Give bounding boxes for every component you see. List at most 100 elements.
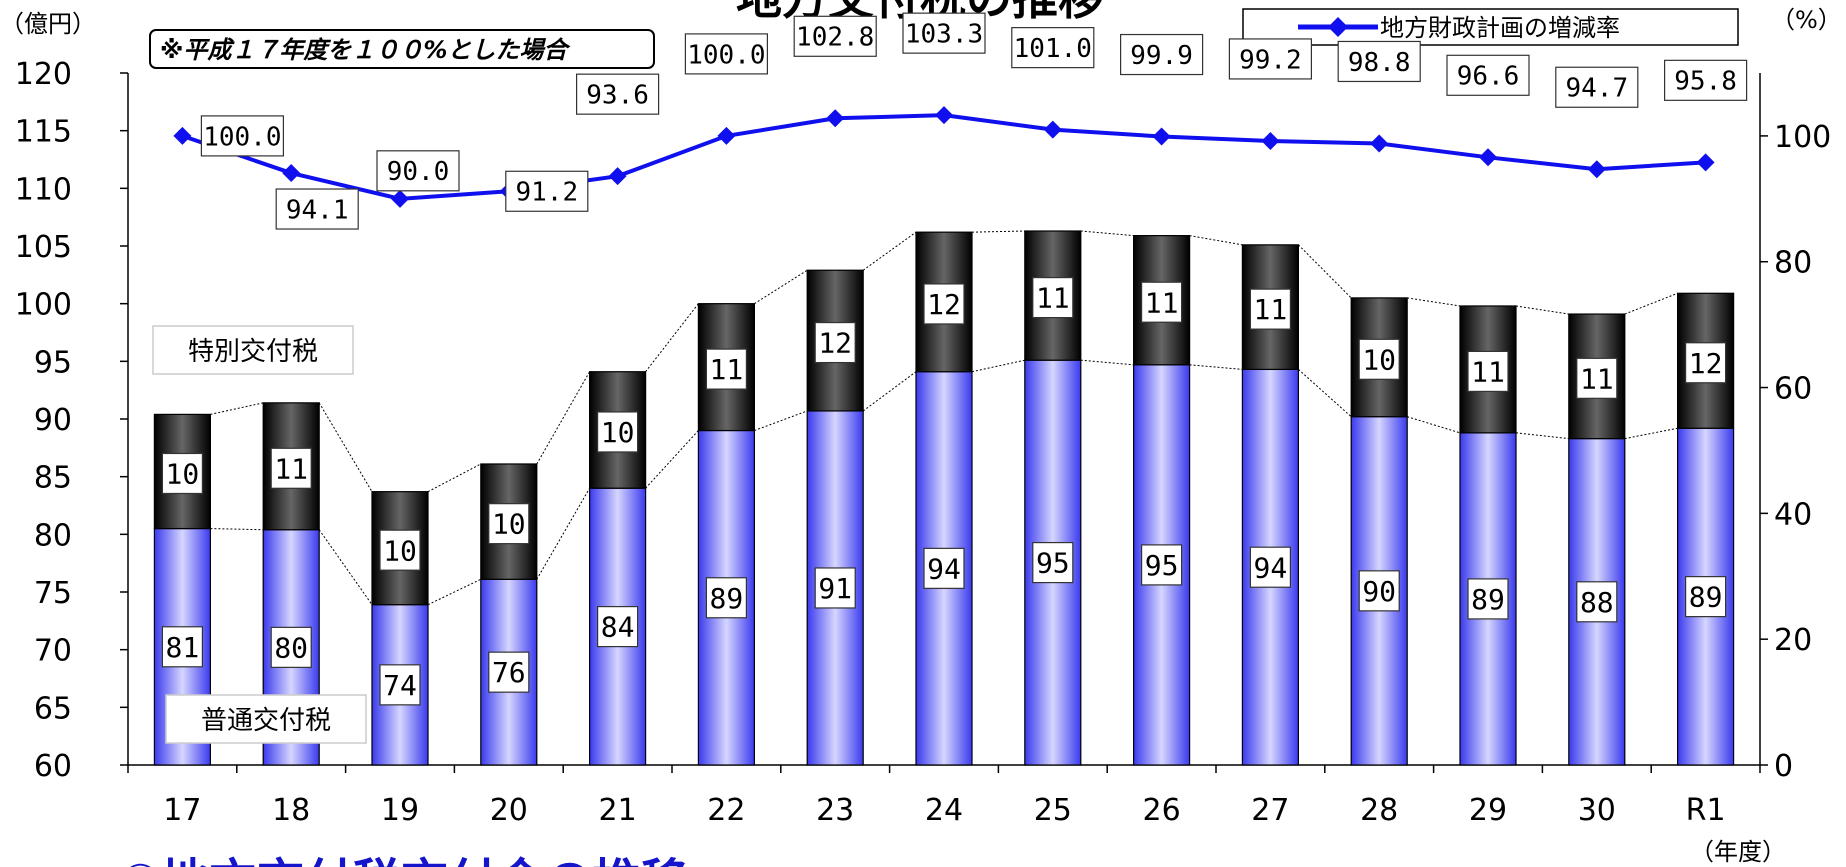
bar-label-special-box xyxy=(705,348,748,390)
bar-label-special-box xyxy=(1684,342,1727,384)
left-tick-label: 110 xyxy=(15,172,72,207)
x-axis-unit: （年度） xyxy=(1690,838,1786,866)
rate-value-label: 96.6 xyxy=(1457,62,1520,92)
legend-diamond-marker xyxy=(1328,17,1348,37)
bar-label-special-box xyxy=(161,452,203,495)
bar-label-special-box xyxy=(1576,357,1618,399)
left-tick-label: 80 xyxy=(34,518,72,553)
bar-label-ordinary: 88 xyxy=(1580,586,1614,619)
bar-label-ordinary: 91 xyxy=(818,572,852,605)
bar-label-ordinary-box xyxy=(1576,581,1618,623)
rate-value-label-box xyxy=(1555,66,1639,108)
connector-line-ordinary xyxy=(971,359,1025,373)
connector-line-total xyxy=(862,231,917,271)
bar-label-special: 10 xyxy=(166,458,200,491)
connector-line-total xyxy=(1189,235,1243,246)
x-tick-label: 22 xyxy=(707,793,745,828)
bar-label-ordinary-box xyxy=(1140,544,1183,586)
bar-label-special-box xyxy=(379,529,421,571)
bar-label-ordinary-box xyxy=(1467,578,1509,620)
bar-label-ordinary-box xyxy=(1032,541,1074,584)
rate-value-label: 102.8 xyxy=(796,23,874,53)
bar-label-ordinary: 76 xyxy=(492,656,526,689)
connector-line-ordinary xyxy=(862,371,917,412)
left-tick-label: 95 xyxy=(34,345,72,380)
connector-line-ordinary xyxy=(1407,416,1461,434)
bar-label-ordinary: 84 xyxy=(601,611,635,644)
right-axis-ticks: 0 20 40 60 80 100 xyxy=(1760,120,1831,784)
right-tick-label: 80 xyxy=(1774,246,1812,281)
rate-point-marker xyxy=(717,126,736,145)
rate-point-marker xyxy=(1587,160,1606,179)
connector-line-total xyxy=(536,371,591,465)
bar-label-ordinary: 89 xyxy=(1471,583,1505,616)
bar-label-special: 10 xyxy=(601,416,635,449)
bar-label-special-box xyxy=(814,321,856,364)
x-tick-label: 26 xyxy=(1143,793,1181,828)
bar-label-ordinary-box xyxy=(161,626,203,668)
bar-label-ordinary: 74 xyxy=(383,669,417,702)
bar-label-ordinary-box xyxy=(270,626,312,668)
footer-text: ②地方交付税交付金の推移 xyxy=(120,854,689,867)
connector-line-total xyxy=(754,269,808,305)
connector-line-ordinary xyxy=(318,529,373,605)
series-label-special-text: 特別交付税 xyxy=(188,337,318,367)
rate-point-marker xyxy=(282,164,301,183)
bar-label-special-box xyxy=(1249,288,1292,330)
rate-value-label: 103.3 xyxy=(905,20,983,50)
bar-label-special: 10 xyxy=(1362,343,1396,376)
bar-label-special: 11 xyxy=(1580,362,1614,395)
bar-label-ordinary: 94 xyxy=(1254,551,1288,584)
connector-line-ordinary xyxy=(754,410,808,432)
rate-point-marker xyxy=(1261,131,1280,150)
left-tick-label: 100 xyxy=(15,288,72,323)
rate-value-label-box xyxy=(684,33,769,75)
x-tick-label: 21 xyxy=(599,793,637,828)
bar-label-special: 12 xyxy=(818,327,852,360)
connector-line-ordinary xyxy=(645,430,699,489)
right-tick-label: 20 xyxy=(1774,623,1812,658)
rate-value-label: 93.6 xyxy=(586,81,649,111)
rate-value-label: 100.0 xyxy=(687,40,765,70)
bar-label-special: 10 xyxy=(492,508,526,541)
x-tick-label: 18 xyxy=(272,793,310,828)
left-tick-label: 85 xyxy=(34,461,72,496)
series-label-ordinary: 普通交付税 xyxy=(165,694,367,744)
bar-label-special: 12 xyxy=(927,288,961,321)
rate-point-marker xyxy=(1479,148,1497,167)
left-axis-unit: （億円） xyxy=(0,10,96,38)
connector-line-total xyxy=(1515,305,1569,315)
x-axis-ticks: 17 18 19 20 21 22 23 24 25 26 27 28 29 30 R1 xyxy=(127,765,1761,828)
rate-point-marker xyxy=(935,106,953,125)
rate-value-label-box xyxy=(1228,38,1313,80)
note-box: ※平成１７年度を１００%とした場合 xyxy=(149,29,655,69)
x-tick-label: 28 xyxy=(1360,793,1398,828)
bar-label-special: 11 xyxy=(1471,355,1505,388)
connector-line-ordinary xyxy=(1189,364,1243,370)
connector-line-ordinary xyxy=(210,528,264,531)
bar-label-ordinary-box xyxy=(1684,576,1727,618)
series-label-special: 特別交付税 xyxy=(152,325,354,375)
rate-point-marker xyxy=(391,189,409,208)
right-axis-unit: （%） xyxy=(1771,6,1842,34)
series-label-ordinary-text: 普通交付税 xyxy=(201,706,331,736)
rate-value-label-box xyxy=(1119,33,1204,76)
bar-label-ordinary: 89 xyxy=(710,582,744,615)
rate-value-labels: 100.0 94.1 90.0 91.2 93.6 100.0 102.8 103.3 101.… xyxy=(200,12,1748,230)
left-tick-label: 65 xyxy=(34,691,72,726)
rate-point-marker xyxy=(826,109,845,128)
rate-point-marker xyxy=(608,167,627,186)
right-tick-label: 0 xyxy=(1774,749,1793,784)
right-tick-label: 40 xyxy=(1774,497,1812,532)
bar-label-ordinary-box xyxy=(379,664,421,706)
bar-label-ordinary: 89 xyxy=(1689,581,1723,614)
rate-point-marker xyxy=(1370,134,1389,153)
connector-line-total xyxy=(210,402,264,415)
rate-value-label: 94.7 xyxy=(1565,74,1628,104)
bar-label-ordinary: 80 xyxy=(274,631,308,664)
x-tick-label: 30 xyxy=(1578,793,1616,828)
rate-value-label-box xyxy=(902,12,986,54)
connector-line-ordinary xyxy=(1298,369,1352,418)
left-axis-ticks: 60 65 70 75 80 85 90 95 100 105 110 115 120 xyxy=(15,57,128,784)
